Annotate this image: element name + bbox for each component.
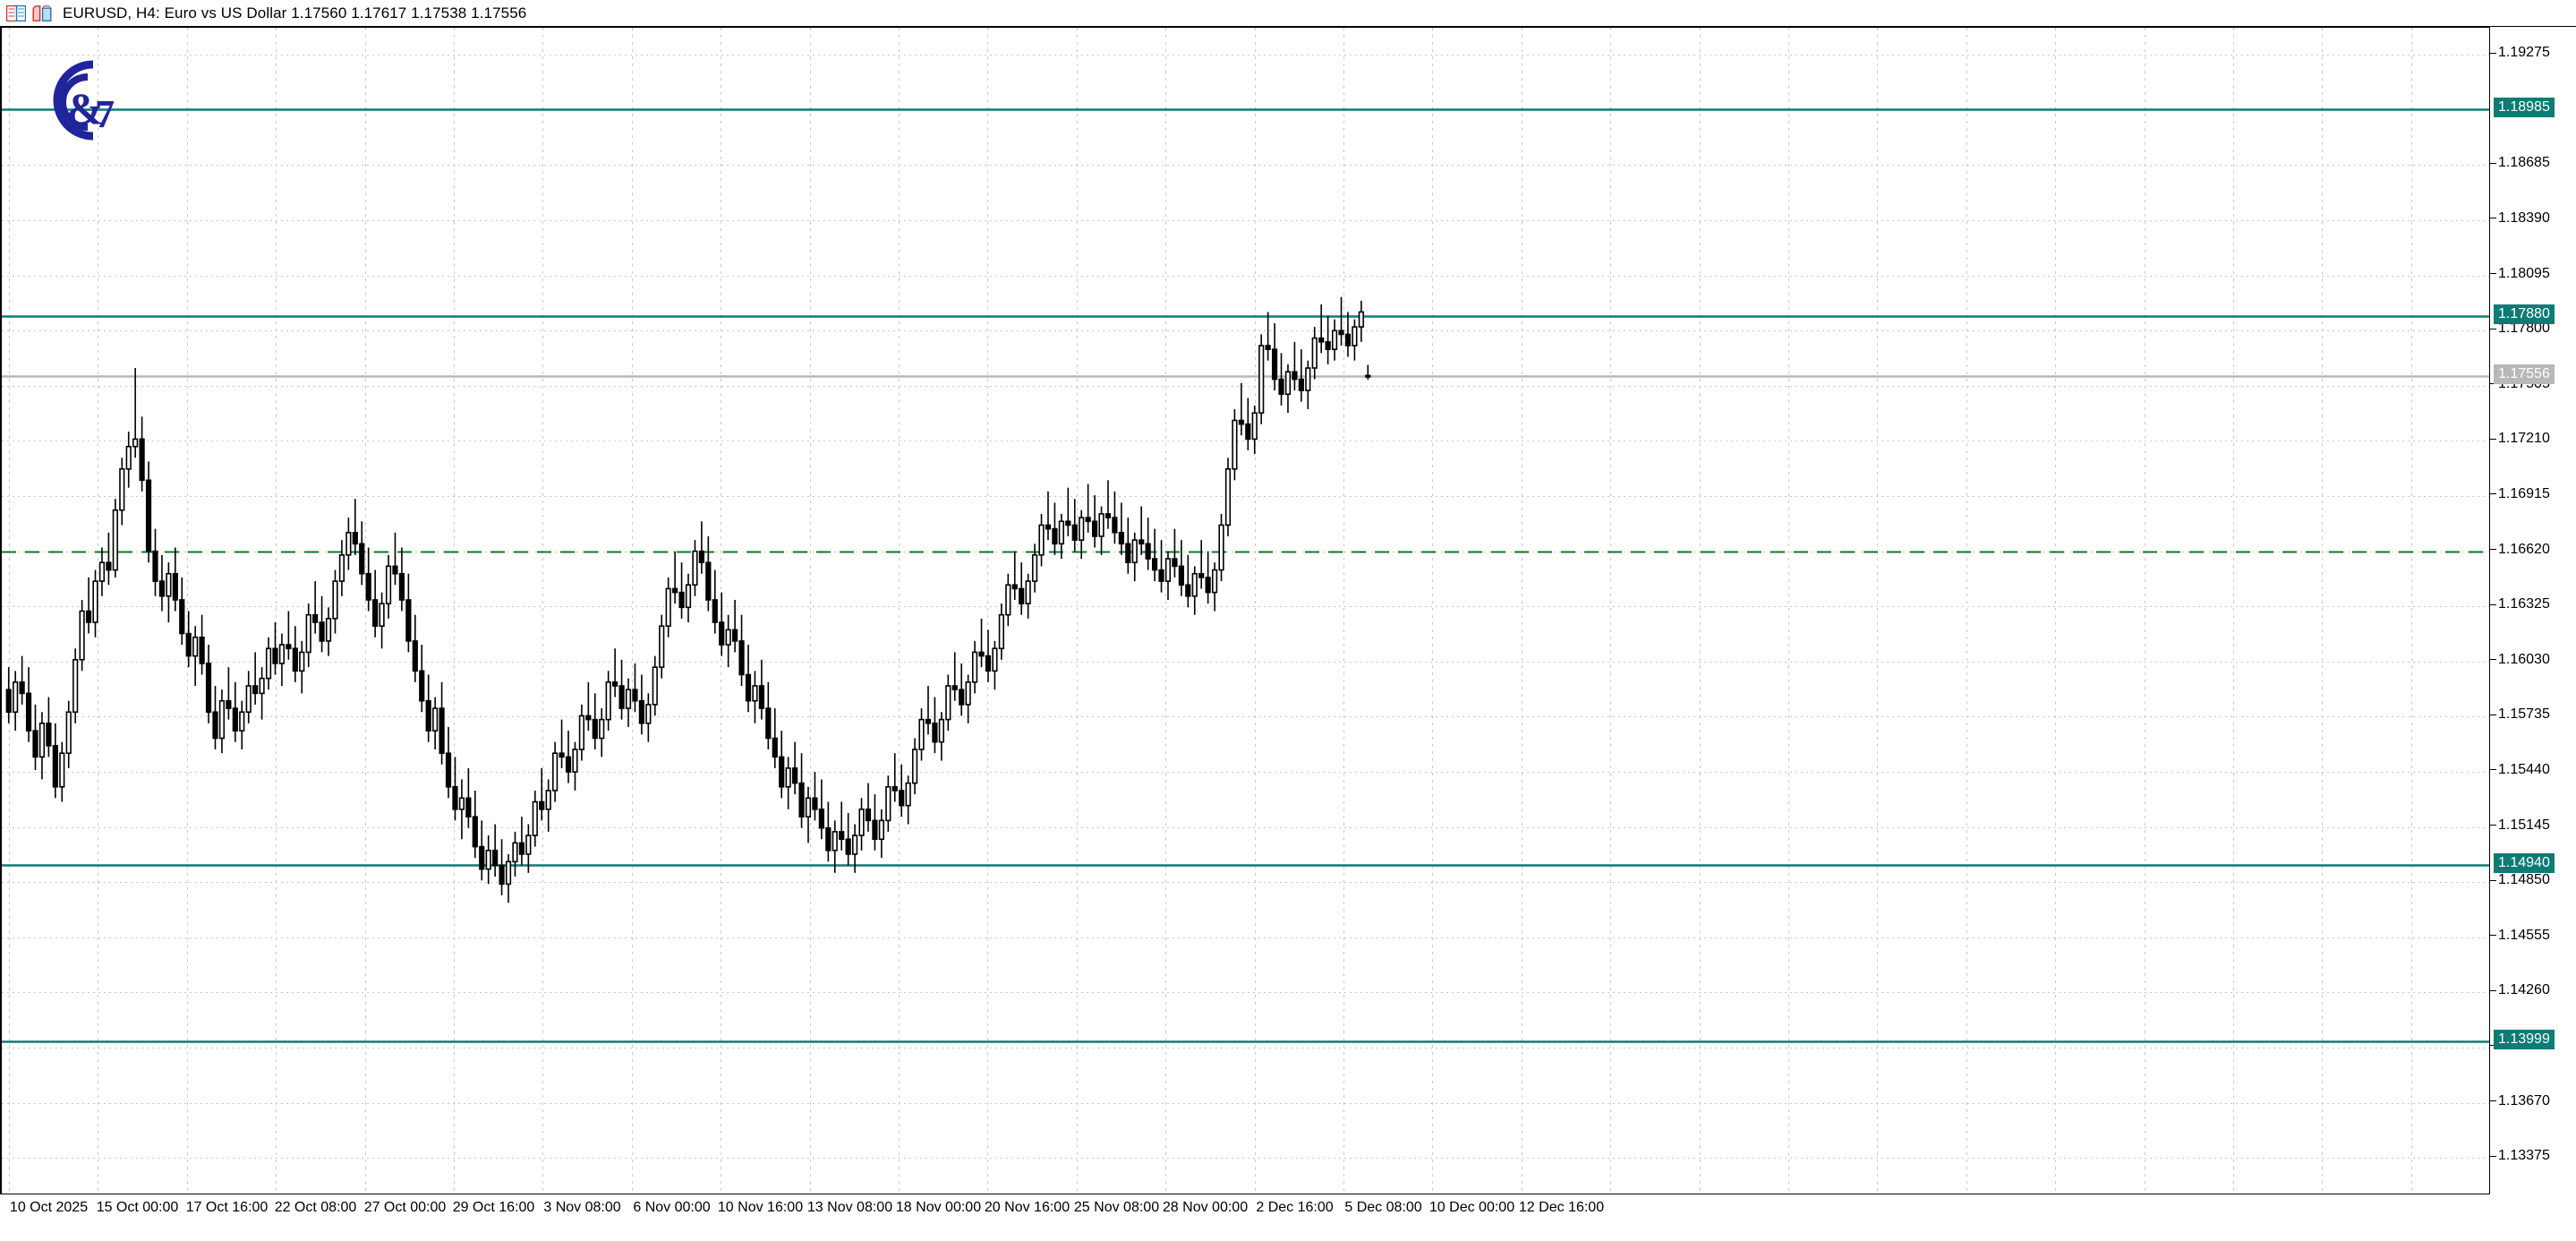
tick-dash-icon [2490,879,2496,881]
tick-dash-icon [2490,603,2496,605]
price-axis-tick: 1.16325 [2490,595,2576,613]
level-price-tag[interactable]: 1.13999 [2494,1029,2555,1049]
horizontal-gridlines [2,55,2489,1159]
price-axis-tick-label: 1.16030 [2498,651,2550,667]
price-axis-tick: 1.14555 [2490,927,2576,945]
time-axis-tick-label: 18 Nov 00:00 [895,1200,982,1215]
time-axis-tick-label: 25 Nov 08:00 [1073,1200,1160,1215]
tick-dash-icon [2490,1045,2496,1047]
time-axis-tick-label: 5 Dec 08:00 [1344,1200,1422,1215]
price-axis-tick: 1.18685 [2490,154,2576,172]
time-axis-tick-label: 15 Oct 00:00 [96,1200,179,1215]
time-axis-tick-label: 3 Nov 08:00 [543,1200,621,1215]
price-axis-tick-label: 1.15145 [2498,817,2550,833]
time-axis-tick-label: 10 Oct 2025 [9,1200,89,1215]
time-axis-tick-label: 29 Oct 16:00 [452,1200,535,1215]
price-axis-tick: 1.15145 [2490,817,2576,834]
chart-title: EURUSD, H4: Euro vs US Dollar 1.17560 1.… [63,4,527,21]
price-axis-tick: 1.18095 [2490,265,2576,283]
price-axis-tick-label: 1.18095 [2498,265,2550,281]
price-axis-tick: 1.17210 [2490,430,2576,448]
tick-dash-icon [2490,383,2496,385]
time-axis-tick-label: 22 Oct 08:00 [274,1200,357,1215]
level-price-tag[interactable]: 1.18985 [2494,97,2555,117]
time-axis-tick-label: 28 Nov 00:00 [1162,1200,1249,1215]
time-axis-tick-label: 20 Nov 16:00 [984,1200,1070,1215]
price-axis-tick: 1.13375 [2490,1147,2576,1165]
candlestick-svg [2,28,2489,1194]
level-price-tag[interactable]: 1.14940 [2494,853,2555,874]
price-axis-tick: 1.19275 [2490,44,2576,62]
time-axis-tick-label: 2 Dec 16:00 [1256,1200,1334,1215]
price-axis-tick-label: 1.15735 [2498,706,2550,723]
price-axis-tick-label: 1.14555 [2498,927,2550,943]
price-axis-tick-label: 1.17210 [2498,431,2550,447]
price-axis-tick-label: 1.16915 [2498,486,2550,502]
price-axis-tick-label: 1.18390 [2498,210,2550,227]
tick-dash-icon [2490,52,2496,54]
price-axis[interactable]: 1.19275 1.18685 1.18390 1.18095 1.17800 1.175… [2490,26,2576,1194]
price-axis-tick: 1.13670 [2490,1092,2576,1110]
price-axis-tick: 1.14850 [2490,871,2576,889]
tick-dash-icon [2490,1100,2496,1101]
price-axis-tick: 1.18390 [2490,210,2576,227]
time-axis-tick-label: 10 Dec 00:00 [1429,1200,1515,1215]
price-axis-tick-label: 1.16325 [2498,596,2550,612]
time-axis-tick-label: 10 Nov 16:00 [717,1200,804,1215]
tick-dash-icon [2490,493,2496,495]
level-price-tag[interactable]: 1.17880 [2494,304,2555,324]
tick-dash-icon [2490,162,2496,164]
time-axis-tick-label: 6 Nov 00:00 [633,1200,711,1215]
tick-dash-icon [2490,659,2496,661]
tick-dash-icon [2490,824,2496,826]
tick-dash-icon [2490,989,2496,991]
price-axis-tick-label: 1.13375 [2498,1148,2550,1164]
chart-header-bar: EURUSD, H4: Euro vs US Dollar 1.17560 1.… [0,0,2576,27]
price-axis-tick-label: 1.18685 [2498,155,2550,171]
price-axis-tick-label: 1.15440 [2498,762,2550,778]
price-axis-tick-label: 1.14260 [2498,982,2550,998]
chart-plot-area[interactable]: & 7 [0,26,2490,1194]
price-axis-tick: 1.16620 [2490,541,2576,559]
price-axis-tick-label: 1.13670 [2498,1092,2550,1108]
tick-dash-icon [2490,1155,2496,1157]
price-axis-tick: 1.15440 [2490,761,2576,779]
price-axis-tick: 1.14260 [2490,981,2576,999]
price-axis-tick: 1.16915 [2490,485,2576,503]
price-axis-tick-label: 1.16620 [2498,541,2550,557]
candles [5,296,1371,903]
tick-dash-icon [2490,438,2496,440]
price-axis-tick-label: 1.14850 [2498,872,2550,888]
data-window-icon[interactable] [6,4,26,21]
vertical-gridlines [9,28,2412,1194]
tick-dash-icon [2490,548,2496,550]
tick-dash-icon [2490,769,2496,771]
tick-dash-icon [2490,328,2496,330]
time-axis-tick-label: 13 Nov 08:00 [806,1200,893,1215]
tick-dash-icon [2490,272,2496,274]
price-axis-tick-label: 1.17800 [2498,321,2550,337]
time-axis-tick-label: 12 Dec 16:00 [1518,1200,1605,1215]
price-axis-tick-label: 1.19275 [2498,45,2550,61]
price-axis-tick: 1.16030 [2490,651,2576,669]
time-axis-tick-label: 27 Oct 00:00 [363,1200,447,1215]
price-axis-tick: 1.17800 [2490,320,2576,338]
current-price-tag[interactable]: 1.17556 [2494,364,2555,385]
price-axis-tick: 1.15735 [2490,706,2576,723]
time-axis[interactable]: 10 Oct 2025 15 Oct 00:00 17 Oct 16:00 22 Oc… [0,1194,2576,1241]
chart-shift-icon[interactable] [32,4,52,21]
tick-dash-icon [2490,935,2496,937]
horizontal-reference-lines [2,108,2489,1043]
time-axis-tick-label: 17 Oct 16:00 [185,1200,269,1215]
